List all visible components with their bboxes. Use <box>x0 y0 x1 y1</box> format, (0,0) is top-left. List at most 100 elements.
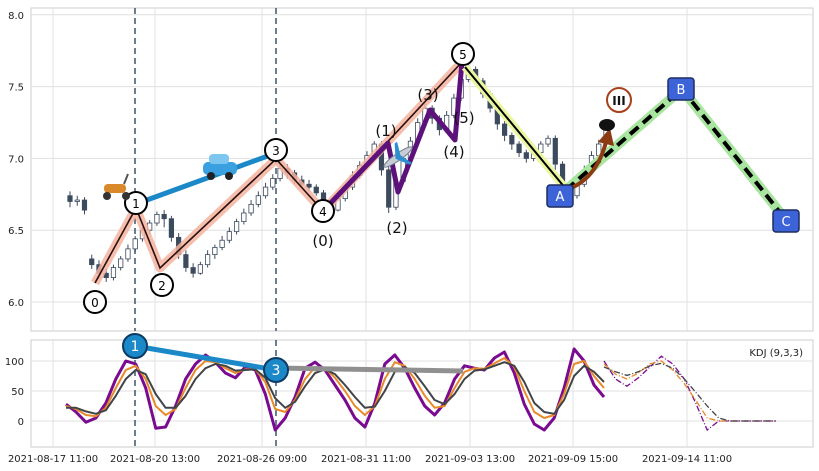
y-tick-label: 7.0 <box>8 154 24 165</box>
x-tick-label: 2021-08-17 11:00 <box>8 454 98 465</box>
price-panel: 6.0 6.5 7.0 7.5 8.0 0 1 2 3 4 5 (0) (1) (2) (3) (4) (5) I… <box>8 7 814 332</box>
candle <box>132 238 138 250</box>
y-tick-label: 6.0 <box>8 298 24 309</box>
sub-wave-path <box>321 61 465 213</box>
wave-label-circle <box>451 42 475 66</box>
correction-label-box <box>546 184 574 208</box>
x-tick-label: 2021-09-09 15:00 <box>528 454 618 465</box>
candle <box>501 123 508 136</box>
car-wheel <box>207 172 215 180</box>
kdj-y-tick-label: 50 <box>11 387 24 398</box>
wave-label-1: 1 <box>132 197 140 211</box>
car-roof <box>209 154 229 164</box>
sub-wave-label: (0) <box>312 232 333 250</box>
candle <box>125 248 131 260</box>
kdj-series-line <box>65 347 606 432</box>
candle <box>270 178 276 188</box>
kdj-gray-connector <box>275 365 464 374</box>
wave-label-3: 3 <box>272 144 280 158</box>
wave-label-circle <box>124 191 148 215</box>
price-panel-frame <box>30 7 814 332</box>
candle <box>262 186 269 197</box>
candle <box>509 135 515 145</box>
kdj-marker-circle <box>122 333 148 359</box>
scooter-handle <box>123 173 129 185</box>
kdj-panel-frame <box>30 339 814 448</box>
correction-label-B: B <box>677 83 686 98</box>
candle <box>516 143 522 154</box>
candle <box>255 195 261 205</box>
y-tick-label: 7.5 <box>8 83 24 94</box>
wave-label-5: 5 <box>459 48 467 62</box>
candle <box>233 221 240 233</box>
kdj-marker-circle <box>263 357 289 383</box>
correction-label-C: C <box>781 215 790 230</box>
sub-wave-label: (1) <box>375 122 396 140</box>
candle <box>110 267 117 278</box>
kdj-projection-line <box>603 362 776 422</box>
x-tick-label: 2021-08-20 13:00 <box>110 454 200 465</box>
candle <box>545 137 551 145</box>
candle <box>154 214 160 224</box>
car-icon <box>203 154 237 180</box>
correction-label-box <box>667 77 695 101</box>
y-tick-label: 6.5 <box>8 226 24 237</box>
candle <box>523 152 529 159</box>
candle <box>74 199 80 202</box>
wave-label-2: 2 <box>158 279 166 293</box>
scooter-wheel <box>103 192 111 200</box>
candle <box>81 199 88 211</box>
wave-label-0: 0 <box>91 296 99 310</box>
roman-label-circle <box>606 87 632 113</box>
sub-wave-label: (2) <box>386 219 407 237</box>
kdj-y-tick-label: 100 <box>5 357 24 368</box>
candle <box>67 195 73 202</box>
scooter-body <box>104 184 126 193</box>
kdj-marker-label: 3 <box>272 363 281 379</box>
car-wheel <box>225 172 233 180</box>
candle <box>197 264 203 274</box>
black-blob-marker <box>599 119 615 131</box>
kdj-legend: KDJ (9,3,3) <box>749 348 803 359</box>
candle <box>313 186 319 194</box>
candle <box>386 169 392 208</box>
x-tick-label: 2021-09-03 13:00 <box>425 454 515 465</box>
wave-label-circle <box>264 138 288 162</box>
candle <box>306 183 312 188</box>
trend-connector-line <box>135 150 277 207</box>
wave-label-circle <box>150 273 174 297</box>
candle <box>212 247 218 256</box>
scooter-wheel <box>122 192 130 200</box>
candle <box>118 258 124 268</box>
car-body <box>203 162 237 175</box>
curved-arrow-head <box>598 128 614 146</box>
sub-wave-label: (3) <box>417 86 438 104</box>
x-tick-label: 2021-08-31 11:00 <box>321 454 411 465</box>
candle <box>205 254 211 266</box>
roman-label: III <box>612 94 625 108</box>
candle <box>241 212 247 222</box>
kdj-marker-connector <box>134 343 277 373</box>
candle <box>161 214 167 220</box>
candle <box>183 254 189 268</box>
kdj-panel: 2021-08-17 11:00 2021-08-20 13:00 2021-08-… <box>5 333 814 465</box>
kdj-marker-label: 1 <box>131 339 140 355</box>
decline-line <box>464 66 567 190</box>
sub-wave-label: (5) <box>453 109 474 127</box>
wave-label-circle <box>311 199 335 223</box>
scooter-icon <box>103 173 130 200</box>
y-tick-label: 8.0 <box>8 11 24 22</box>
candle <box>248 203 254 214</box>
correction-label-A: A <box>556 190 565 205</box>
candle <box>168 218 175 238</box>
candle <box>552 137 558 165</box>
candle <box>190 267 196 274</box>
candle <box>219 239 225 248</box>
airplane-icon <box>383 141 413 168</box>
kdj-series-line <box>66 361 605 415</box>
correction-label-box <box>772 209 800 233</box>
x-tick-label: 2021-09-14 11:00 <box>642 454 732 465</box>
airplane-wings <box>394 141 413 165</box>
candle <box>226 231 232 241</box>
